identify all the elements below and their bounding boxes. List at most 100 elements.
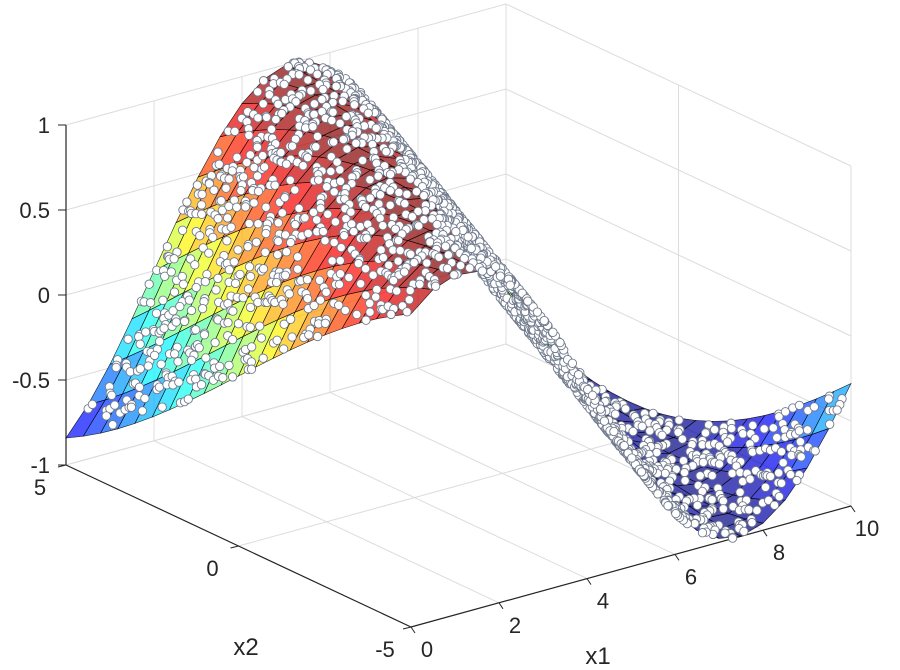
scatter-point-805 [249, 162, 259, 173]
scatter-point-1016 [735, 487, 745, 497]
scatter-point-1968 [365, 298, 375, 308]
scatter-point-1965 [352, 309, 362, 320]
scatter-point-914 [776, 447, 787, 457]
scatter-point-1964 [388, 275, 399, 286]
scatter-point-1809 [587, 390, 598, 400]
scatter-point-790 [166, 267, 176, 277]
scatter-point-1775 [407, 212, 417, 222]
x-tick-label-4: 8 [773, 540, 785, 565]
scatter-point-773 [216, 196, 226, 206]
scatter-point-731 [794, 400, 805, 411]
scatter-point-1695 [385, 200, 395, 210]
scatter-point-1961 [399, 267, 410, 277]
scatter-point-1460 [365, 175, 375, 185]
scatter-point-1685 [320, 236, 330, 246]
scatter-point-1019 [328, 137, 339, 147]
scatter-point-1749 [278, 299, 288, 309]
scatter-point-1975 [365, 307, 375, 317]
scatter-point-459 [363, 108, 373, 118]
scatter-point-1692 [224, 360, 234, 371]
x-tick-label-5: 10 [855, 516, 879, 541]
scatter-point-906 [151, 308, 162, 318]
scatter-point-494 [338, 96, 348, 106]
x-tick-label-2: 4 [597, 589, 609, 614]
scatter-point-813 [123, 334, 133, 344]
y-tick-mark-0 [402, 626, 412, 630]
scatter-point-1155 [776, 478, 787, 488]
scatter-point-496 [253, 113, 263, 123]
scatter-point-1059 [159, 323, 169, 333]
scatter-point-1253 [197, 303, 208, 314]
scatter-point-1141 [149, 350, 160, 361]
scatter-point-1112 [298, 161, 308, 171]
scatter-point-1424 [194, 343, 204, 353]
scatter-point-1593 [402, 189, 412, 199]
scatter-point-1509 [272, 249, 283, 260]
scatter-point-1824 [390, 224, 401, 234]
scatter-point-1823 [567, 358, 578, 368]
scatter-point-1205 [233, 245, 243, 255]
scatter-point-1744 [247, 342, 257, 352]
scatter-point-1477 [727, 533, 738, 543]
scatter-point-1290 [251, 237, 262, 247]
scatter-point-1808 [362, 233, 372, 243]
scatter-point-1798 [451, 226, 461, 237]
scatter-point-1703 [218, 373, 228, 383]
scatter-point-1127 [171, 317, 181, 327]
z-tick-label-3: 0.5 [19, 198, 50, 223]
scatter-point-281 [674, 415, 684, 425]
scatter-point-737 [169, 254, 179, 264]
z-tick-label-0: -1 [30, 453, 50, 478]
scatter-point-1922 [312, 331, 323, 342]
scatter-point-1682 [293, 264, 303, 274]
y-grid-line-2 [65, 4, 507, 466]
scatter-point-1575 [233, 319, 244, 329]
scatter-point-1450 [329, 187, 339, 197]
x-axis-label: x1 [585, 643, 610, 670]
scatter-point-1909 [395, 245, 405, 256]
scatter-point-1230 [156, 359, 166, 369]
scatter-point-1125 [110, 400, 120, 410]
scatter-point-1851 [321, 287, 331, 297]
scatter-point-1023 [226, 222, 236, 232]
scatter-point-1995 [386, 309, 396, 320]
scatter-point-1030 [707, 495, 717, 505]
scatter-point-1863 [353, 258, 364, 269]
scatter-point-1274 [169, 349, 180, 359]
x-tick-mark-3 [674, 554, 680, 561]
scatter-point-1307 [191, 325, 201, 335]
x-tick-label-0: 0 [421, 637, 433, 662]
y-tick-mark-1 [230, 545, 239, 549]
scatter-point-1079 [381, 146, 391, 157]
scatter-point-1950 [409, 257, 419, 268]
x-tick-label-1: 2 [509, 613, 521, 638]
scatter-point-865 [276, 147, 286, 158]
scatter-point-1962 [422, 258, 432, 268]
tick-labels: 0 2 4 6 8 10 -5 0 5-1 -0.5 0 0.5 1 [12, 113, 879, 662]
scatter-point-437 [258, 99, 268, 109]
scatter-point-809 [195, 231, 205, 241]
scatter-point-1892 [360, 264, 371, 274]
scatter-point-1210 [792, 475, 802, 486]
scatter-point-662 [714, 459, 725, 469]
scatter-point-1941 [443, 250, 454, 260]
scatter-point-1237 [752, 505, 762, 516]
scatter-point-961 [178, 279, 189, 289]
scatter-point-1899 [378, 252, 389, 263]
scatter-point-1601 [375, 190, 386, 200]
scatter-point-1979 [361, 315, 371, 325]
scatter-point-1916 [334, 300, 344, 310]
scatter-point-1746 [413, 206, 423, 217]
scatter-point-1329 [154, 382, 165, 392]
scatter-point-1970 [455, 260, 466, 271]
scatter-point-524 [261, 112, 272, 122]
scatter-point-592 [698, 457, 708, 468]
scatter-point-401 [700, 428, 711, 438]
scatter-point-1223 [108, 420, 118, 430]
scatter-point-380 [279, 79, 289, 90]
scatter-point-253 [610, 409, 621, 419]
scatter-point-1815 [258, 353, 268, 363]
scatter-point-727 [747, 447, 758, 457]
scatter-point-912 [312, 131, 323, 142]
scatter-point-1522 [201, 353, 211, 363]
